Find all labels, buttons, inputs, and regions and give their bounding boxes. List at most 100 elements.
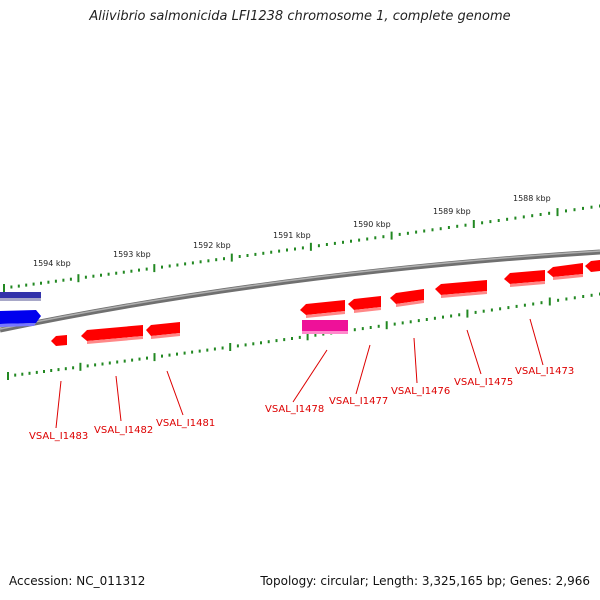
gene-other-bar-1[interactable] xyxy=(0,292,41,298)
gene-label-vsal-i1478[interactable]: VSAL_I1478 xyxy=(265,404,324,415)
inner-track-tick xyxy=(252,342,255,346)
outer-track-tick xyxy=(161,265,163,269)
outer-track-tick xyxy=(153,264,156,273)
inner-track-tick xyxy=(43,370,45,373)
outer-track-tick xyxy=(294,247,296,251)
outer-track-tick xyxy=(301,246,304,250)
outer-track-tick xyxy=(439,227,442,231)
inner-track-tick xyxy=(116,360,119,364)
gene-arrow-vsal-i1482-edge xyxy=(87,336,143,344)
inner-track-tick xyxy=(409,320,412,324)
outer-track-tick xyxy=(17,284,20,288)
outer-track-tick xyxy=(62,278,65,282)
outer-track-tick xyxy=(317,244,320,248)
kbp-label-1589: 1589 kbp xyxy=(433,207,471,216)
inner-track-tick xyxy=(244,343,247,347)
inner-track-tick xyxy=(267,340,270,344)
outer-track-tick xyxy=(176,263,179,267)
map-title: Aliivibrio salmonicida LFI1238 chromosom… xyxy=(89,9,511,24)
inner-track-tick xyxy=(275,339,278,343)
gene-arrow-vsal-i1483[interactable] xyxy=(51,335,67,346)
chromosome-backbone-highlight xyxy=(0,250,600,330)
inner-track-tick xyxy=(369,326,372,329)
topology-text: Topology: circular; Length: 3,325,165 bp… xyxy=(260,574,590,588)
gene-arrow-vsal-i1478[interactable] xyxy=(300,300,345,315)
inner-track-tick xyxy=(433,316,436,320)
outer-track-tick xyxy=(590,205,593,209)
outer-track-tick xyxy=(350,239,352,243)
kbp-label-1591: 1591 kbp xyxy=(273,231,311,240)
leader-vsal-i1475 xyxy=(466,329,482,375)
gene-arrow-vsal-i1477[interactable] xyxy=(348,296,381,310)
outer-track-tick xyxy=(374,236,377,240)
outer-track-tick xyxy=(145,267,148,271)
inner-track-tick xyxy=(499,307,502,311)
outer-track-tick xyxy=(456,224,459,228)
outer-track-tick xyxy=(431,228,434,232)
outer-track-tick xyxy=(398,232,401,236)
gene-arrow-right-2[interactable] xyxy=(585,260,600,272)
gene-label-vsal-i1473[interactable]: VSAL_I1473 xyxy=(515,366,574,377)
outer-track-tick xyxy=(506,217,509,221)
inner-track-tick xyxy=(507,306,510,310)
outer-track-tick xyxy=(223,257,225,261)
gene-arrow-right-1[interactable] xyxy=(547,263,583,277)
inner-track-tick xyxy=(590,293,593,297)
leader-vsal-i1482 xyxy=(115,375,122,422)
outer-track-tick xyxy=(556,208,559,217)
outer-track-tick xyxy=(286,248,288,252)
outer-track-tick xyxy=(406,231,409,235)
outer-track-tick xyxy=(278,249,281,253)
gene-bar-vsal-i1478-highlight-edge xyxy=(302,331,348,334)
outer-track-tick xyxy=(184,262,187,266)
outer-tick-track xyxy=(3,204,600,292)
gene-label-vsal-i1477[interactable]: VSAL_I1477 xyxy=(329,396,388,407)
gene-arrow-vsal-i1475[interactable] xyxy=(435,280,487,295)
gene-arrow-vsal-i1481[interactable] xyxy=(146,322,180,336)
outer-track-tick xyxy=(40,281,42,285)
outer-track-tick xyxy=(199,260,202,264)
outer-track-tick xyxy=(84,275,87,279)
outer-track-tick xyxy=(246,254,249,257)
outer-track-tick xyxy=(254,252,257,256)
chromosome-backbone xyxy=(0,249,600,333)
outer-track-tick xyxy=(366,237,369,241)
leader-vsal-i1476 xyxy=(413,337,418,384)
gene-label-vsal-i1476[interactable]: VSAL_I1476 xyxy=(391,386,450,397)
inner-track-tick xyxy=(466,309,469,318)
outer-track-tick xyxy=(47,280,50,284)
leader-vsal-i1481 xyxy=(166,370,184,416)
inner-track-tick xyxy=(108,361,111,365)
inner-track-tick xyxy=(385,321,388,330)
outer-track-tick xyxy=(69,277,72,281)
outer-track-tick xyxy=(582,206,584,210)
inner-track-tick xyxy=(474,310,477,314)
outer-track-tick xyxy=(309,242,312,251)
inner-track-tick xyxy=(393,322,396,326)
inner-track-tick xyxy=(353,328,356,332)
gene-label-vsal-i1482[interactable]: VSAL_I1482 xyxy=(94,425,153,436)
inner-track-tick xyxy=(490,308,493,312)
outer-track-tick xyxy=(514,216,517,220)
gene-other-arrow-2[interactable] xyxy=(0,310,41,324)
inner-track-tick xyxy=(94,363,97,367)
gene-arrow-vsal-i1473[interactable] xyxy=(504,270,545,284)
outer-track-tick xyxy=(497,219,500,222)
gene-bar-vsal-i1478-highlight[interactable] xyxy=(302,320,348,331)
gene-arrow-vsal-i1482[interactable] xyxy=(81,325,143,341)
gene-label-vsal-i1481[interactable]: VSAL_I1481 xyxy=(156,418,215,429)
outer-track-tick xyxy=(270,250,273,254)
gene-arrow-vsal-i1477-edge xyxy=(354,307,381,313)
inner-track-tick xyxy=(7,372,9,380)
inner-track-tick xyxy=(565,297,568,301)
accession-text: Accession: NC_011312 xyxy=(9,574,146,588)
inner-track-tick xyxy=(377,324,380,328)
gene-arrow-vsal-i1478-edge xyxy=(306,311,345,318)
gene-label-vsal-i1475[interactable]: VSAL_I1475 xyxy=(454,377,513,388)
leader-vsal-i1483 xyxy=(55,380,62,429)
outer-track-tick xyxy=(77,274,80,283)
gene-arrow-vsal-i1476[interactable] xyxy=(390,289,424,304)
gene-label-vsal-i1483[interactable]: VSAL_I1483 xyxy=(29,431,88,442)
inner-track-tick xyxy=(298,335,301,339)
inner-track-tick xyxy=(450,314,453,318)
